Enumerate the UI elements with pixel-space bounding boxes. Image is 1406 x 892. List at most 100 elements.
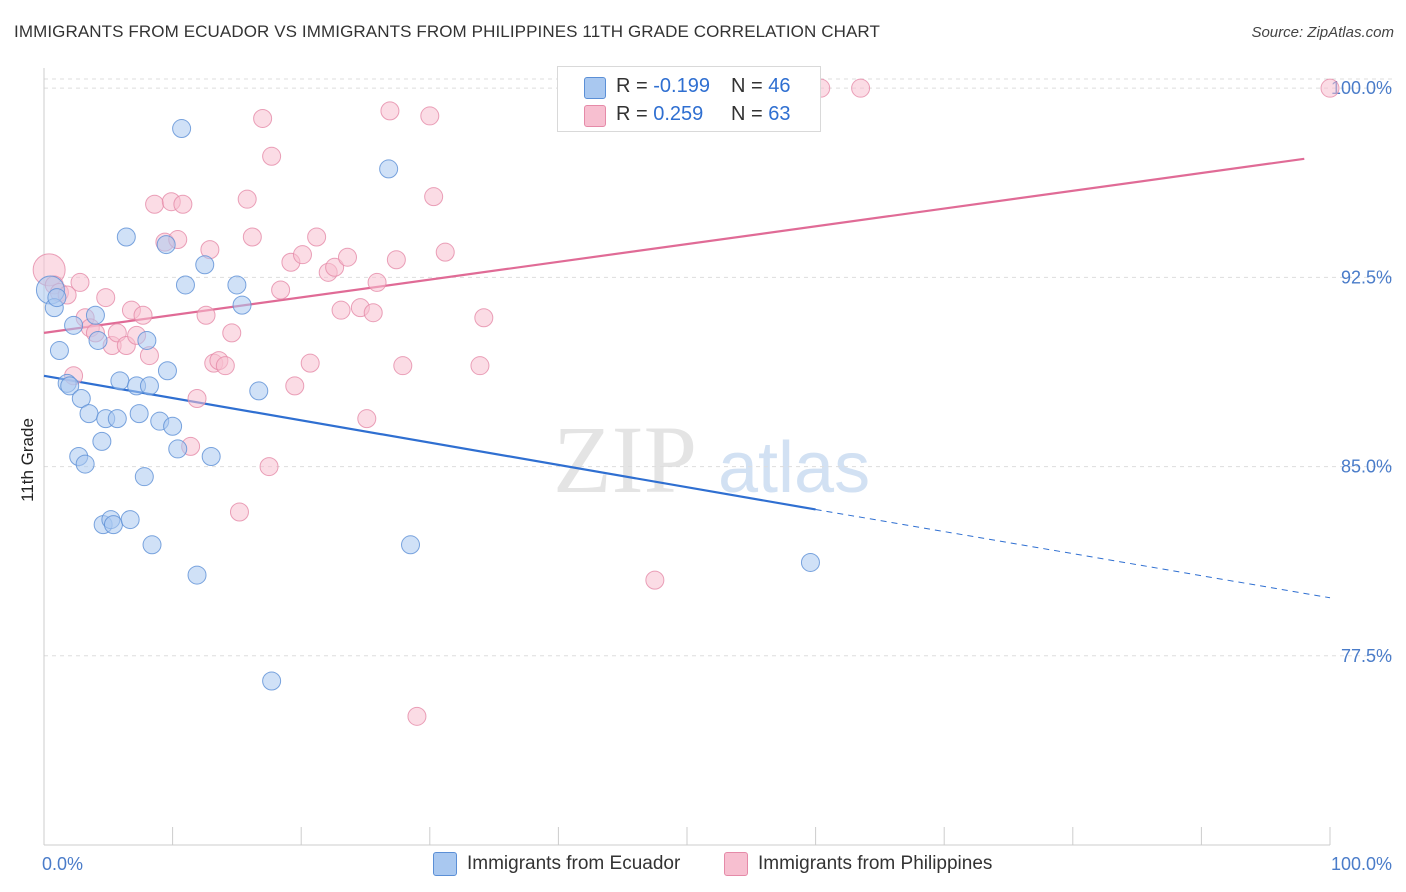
philippines-trend-line: [43, 157, 1305, 334]
philippines-point: [363, 303, 383, 323]
legend-row-ecuador: R = -0.199 N = 46: [558, 73, 820, 101]
philippines-point: [173, 194, 193, 214]
chart-source: Source: ZipAtlas.com: [1251, 24, 1394, 41]
ecuador-point: [262, 671, 282, 691]
philippines-point: [145, 194, 165, 214]
philippines-point: [325, 257, 345, 277]
correlation-legend: R = -0.199 N = 46 R = 0.259 N = 63: [557, 66, 821, 132]
grid-lines: [44, 78, 1394, 657]
ecuador-point: [172, 119, 192, 139]
data-points: [32, 78, 1340, 726]
philippines-point: [196, 305, 216, 325]
philippines-point: [420, 106, 440, 126]
ecuador-point: [187, 565, 207, 585]
legend-item-ecuador[interactable]: Immigrants from Ecuador: [433, 852, 680, 876]
philippines-point: [253, 108, 273, 128]
watermark: ZIP atlas: [553, 406, 870, 513]
x-tick-label: 0.0%: [42, 854, 83, 874]
philippines-point: [237, 189, 257, 209]
legend-label: Immigrants from Philippines: [758, 853, 993, 874]
ecuador-point: [110, 371, 130, 391]
philippines-point: [300, 353, 320, 373]
ecuador-point: [60, 376, 80, 396]
philippines-point: [285, 376, 305, 396]
ecuador-point: [139, 376, 159, 396]
n-value: 46: [768, 75, 791, 97]
ecuador-point: [129, 404, 149, 424]
ecuador-point: [103, 515, 123, 535]
ecuador-point: [47, 288, 67, 308]
ecuador-point: [201, 447, 221, 466]
ecuador-point: [75, 454, 95, 474]
philippines-point: [474, 308, 494, 328]
x-tick-label: 100.0%: [1331, 854, 1392, 874]
philippines-point: [470, 356, 490, 376]
r-label: R = -0.199: [616, 75, 710, 97]
axes: [43, 68, 1331, 846]
tick-labels: 77.5% 85.0% 92.5% 100.0% 0.0% 100.0%: [42, 78, 1392, 874]
philippines-point: [424, 187, 444, 207]
ecuador-point: [88, 330, 108, 350]
ecuador-point: [163, 416, 183, 436]
n-label: N = 46: [731, 75, 791, 97]
philippines-point: [133, 305, 153, 325]
philippines-point: [435, 242, 455, 262]
philippines-point: [331, 300, 351, 320]
ecuador-point: [79, 404, 99, 424]
ecuador-point: [92, 431, 112, 451]
ecuador-point: [157, 361, 177, 381]
ecuador-point: [379, 159, 399, 179]
n-value: 63: [768, 103, 791, 125]
ecuador-swatch: [584, 77, 606, 99]
ecuador-point: [232, 295, 252, 315]
ecuador-point: [116, 227, 136, 247]
philippines-point: [222, 323, 242, 343]
philippines-point: [645, 570, 665, 590]
philippines-point: [242, 227, 262, 247]
philippines-point: [96, 288, 116, 308]
ecuador-point: [401, 535, 421, 555]
ecuador-trend-line: [43, 374, 816, 511]
ecuador-trend-extension: [815, 508, 1331, 599]
trend-lines: [43, 157, 1331, 599]
philippines-point: [380, 101, 400, 121]
philippines-point: [393, 356, 413, 376]
philippines-point: [271, 280, 291, 300]
philippines-point: [259, 457, 279, 477]
philippines-point: [292, 245, 312, 265]
ecuador-point: [49, 341, 69, 361]
philippines-point: [1320, 78, 1340, 98]
y-tick-label: 85.0%: [1341, 457, 1392, 477]
ecuador-point: [195, 255, 215, 275]
ecuador-swatch: [433, 852, 457, 876]
philippines-point: [307, 227, 327, 247]
legend-row-philippines: R = 0.259 N = 63: [558, 101, 820, 129]
legend-label: Immigrants from Ecuador: [467, 853, 681, 874]
philippines-point: [851, 78, 871, 98]
legend-item-philippines[interactable]: Immigrants from Philippines: [724, 852, 992, 876]
philippines-point: [262, 146, 282, 166]
y-tick-label: 77.5%: [1341, 646, 1392, 666]
ecuador-point: [175, 275, 195, 295]
philippines-point: [70, 272, 90, 292]
ecuador-point: [249, 381, 269, 401]
n-label: N = 63: [731, 103, 791, 125]
philippines-point: [407, 706, 427, 726]
philippines-point: [229, 502, 249, 522]
ecuador-point: [120, 510, 140, 530]
philippines-swatch: [724, 852, 748, 876]
y-tick-label: 100.0%: [1331, 78, 1392, 98]
philippines-point: [386, 250, 406, 270]
philippines-point: [367, 272, 387, 292]
philippines-point: [337, 247, 357, 267]
philippines-swatch: [584, 105, 606, 127]
y-tick-label: 92.5%: [1341, 267, 1392, 287]
ecuador-point: [134, 467, 154, 487]
ecuador-point: [107, 409, 127, 429]
ecuador-point: [64, 315, 84, 335]
series-legend: Immigrants from Ecuador Immigrants from …: [0, 852, 1406, 878]
ecuador-point: [800, 552, 820, 572]
ecuador-point: [142, 535, 162, 555]
philippines-point: [187, 388, 207, 408]
r-label: R = 0.259: [616, 103, 704, 125]
